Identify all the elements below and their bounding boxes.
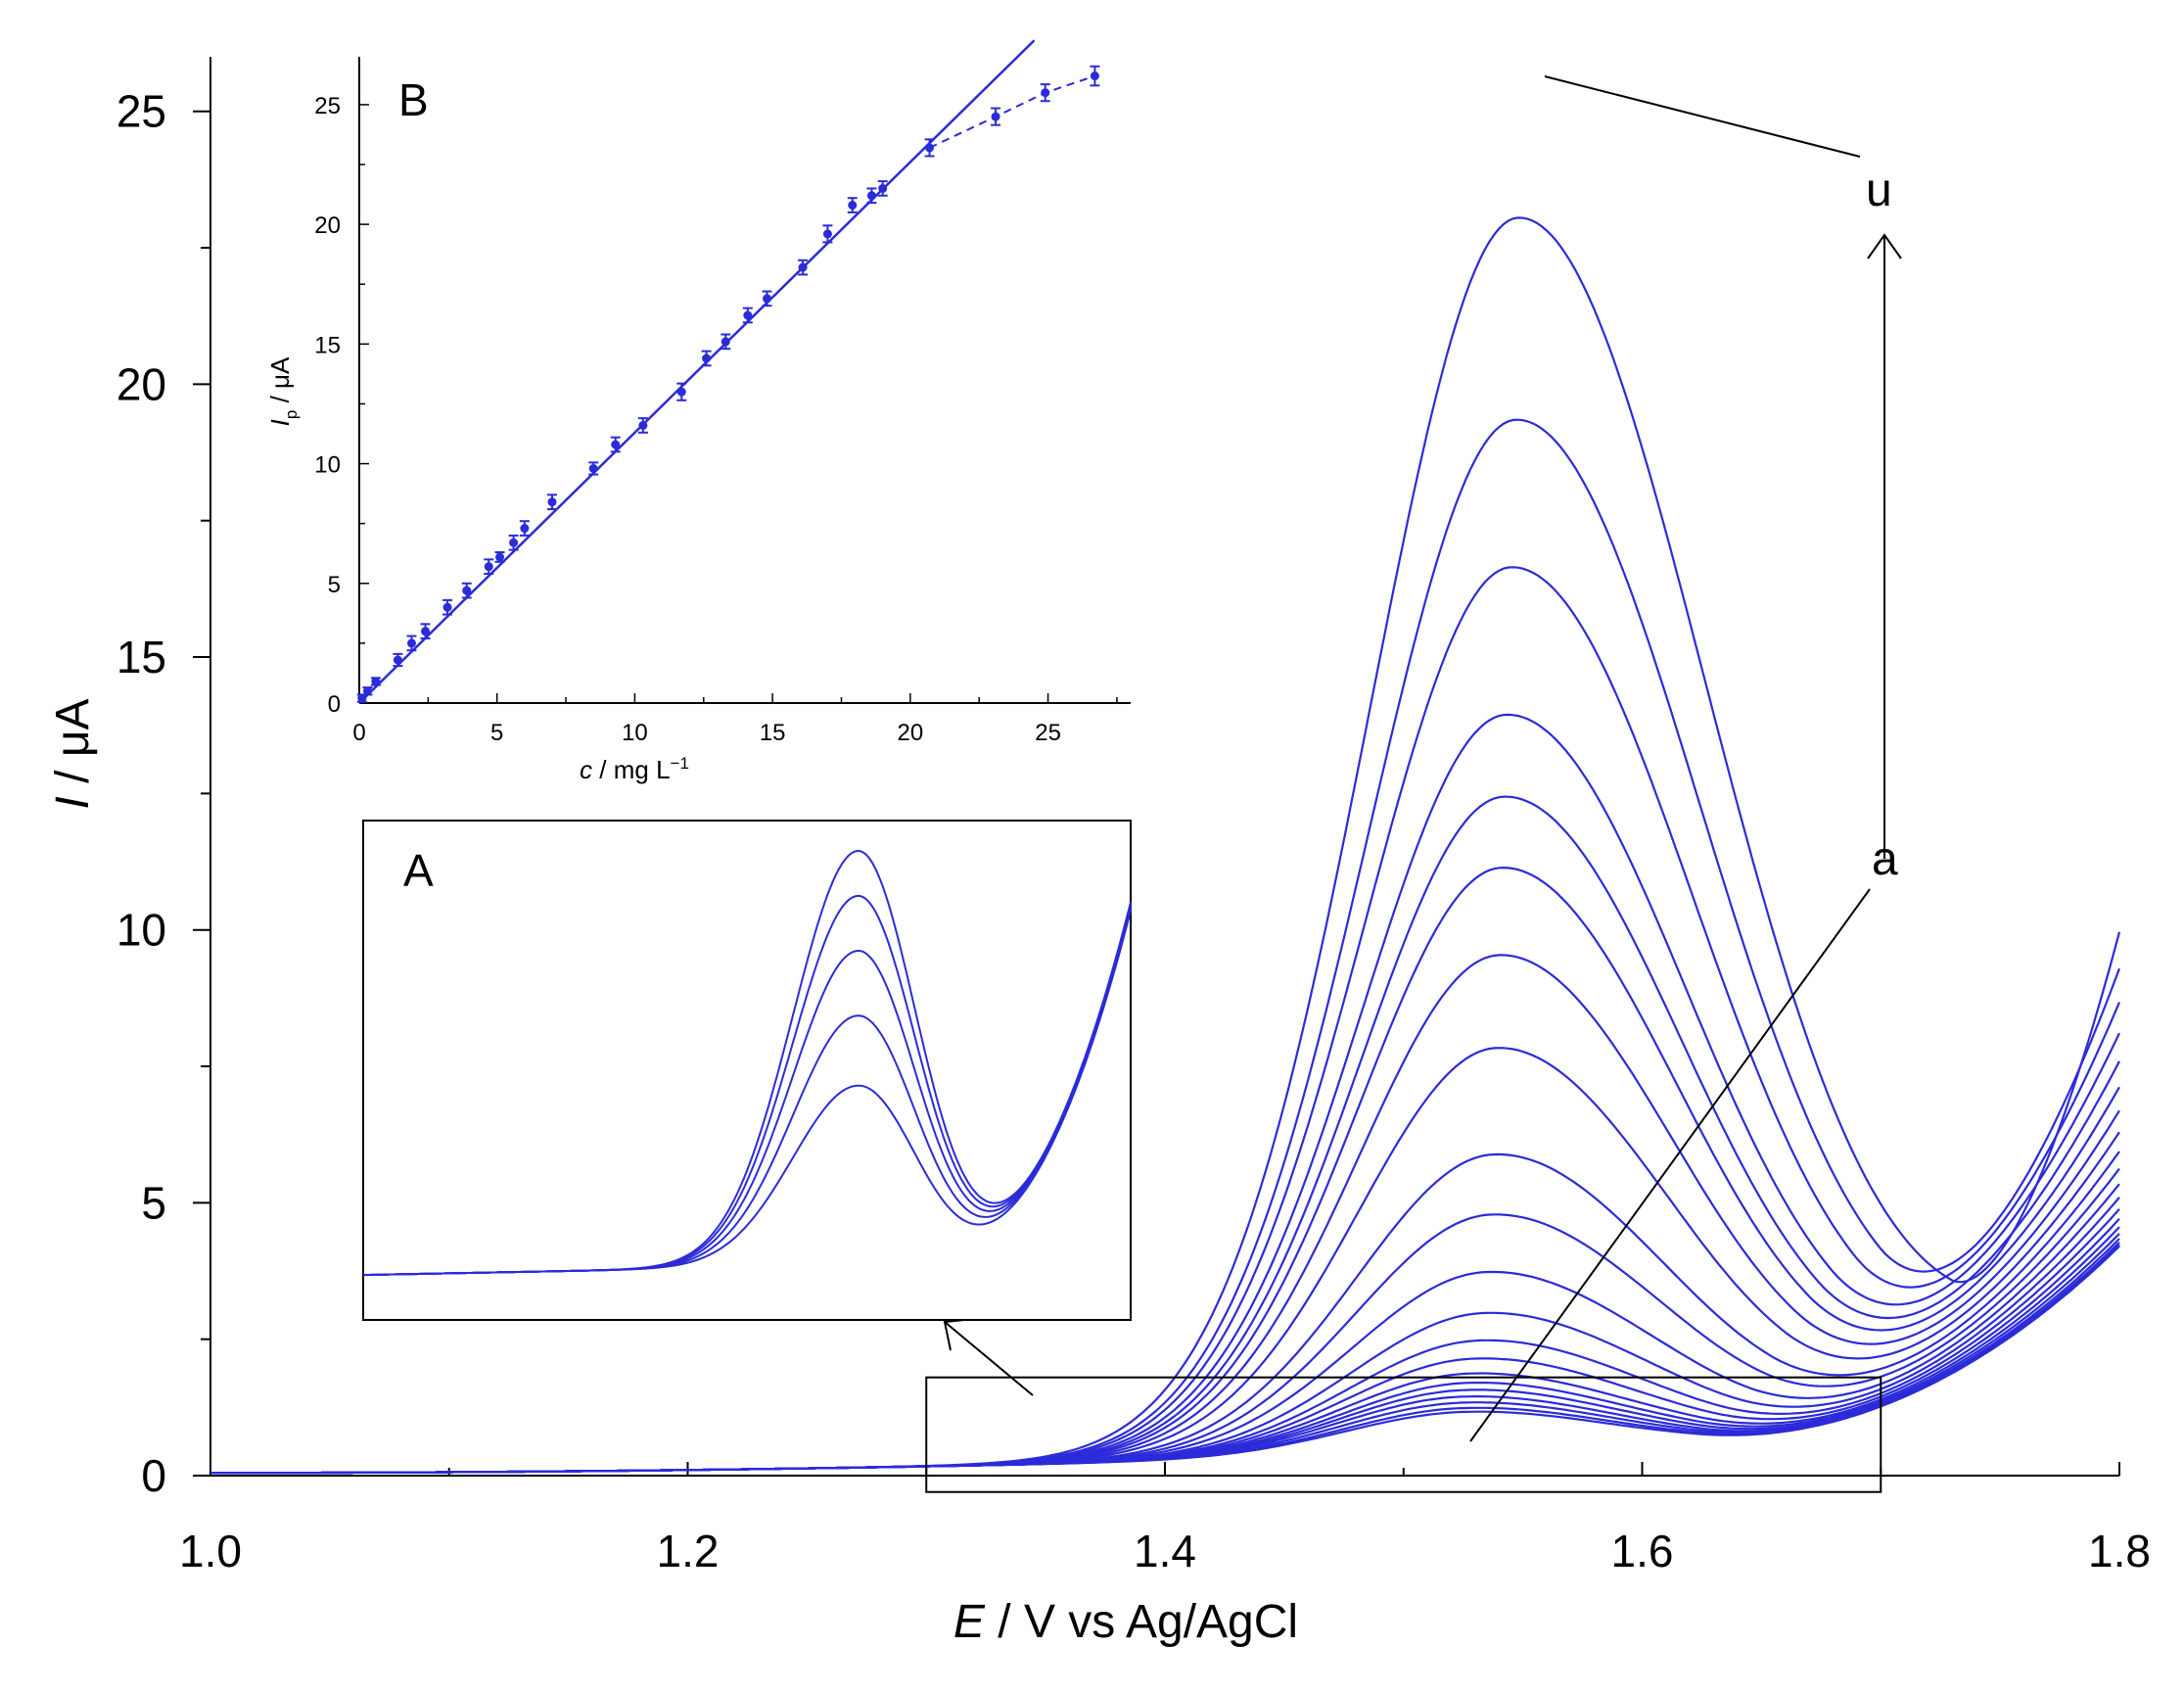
- main-chart: 1.0 1.2 1.4 1.6 1.8 0 5 10 15 20 25 E / V vs Ag/Ag…: [47, 57, 2151, 1648]
- inset-b-tick-labels: 0 5 10 15 20 25 0 5 10 15 20 25: [314, 93, 1061, 746]
- inset-b-data-point: [357, 693, 367, 703]
- inset-b-data-point: [866, 191, 876, 201]
- zoom-arrow-line: [944, 1321, 1034, 1396]
- inset-b-data-point: [371, 677, 381, 686]
- inset-b-data-point: [763, 294, 772, 304]
- inset-b-y-tick-label: 0: [328, 691, 341, 718]
- inset-b-y-axis-label: Ip / μA: [265, 356, 301, 426]
- inset-a-panel-label: A: [403, 845, 434, 896]
- inset-b-y-tick-label: 25: [314, 93, 341, 119]
- inset-b-saturation-line: [929, 74, 1095, 149]
- inset-a: A: [362, 820, 1132, 1321]
- inset-a-curve: [362, 849, 1132, 1277]
- inset-b-data-point: [462, 586, 472, 595]
- inset-b-x-tick-label: 20: [898, 720, 924, 746]
- inset-b: 0 5 10 15 20 25 0 5 10 15 20 25 B c / mg L−1 Ip / μ…: [265, 39, 1131, 784]
- inset-b-ticks: [358, 104, 1118, 704]
- inset-b-x-tick-label: 10: [622, 720, 648, 746]
- inset-b-data-point: [495, 552, 505, 562]
- inset-b-data-point: [588, 463, 598, 473]
- x-tick-label: 1.8: [2088, 1526, 2151, 1576]
- inset-b-points: [356, 65, 1100, 703]
- y-tick-label: 0: [141, 1450, 166, 1501]
- y-tick-label: 10: [116, 905, 166, 956]
- inset-b-y-tick-label: 10: [314, 452, 341, 479]
- curve-label-a: a: [1872, 833, 1898, 885]
- inset-b-data-point: [991, 112, 1000, 121]
- inset-b-data-point: [509, 538, 519, 547]
- y-tick-label: 20: [116, 358, 166, 409]
- inset-b-data-point: [393, 655, 402, 665]
- inset-b-data-point: [406, 638, 416, 648]
- inset-b-fit: [358, 39, 1095, 704]
- inset-b-data-point: [1041, 88, 1050, 98]
- inset-b-data-point: [720, 337, 730, 347]
- inset-b-y-tick-label: 20: [314, 212, 341, 239]
- inset-b-data-point: [676, 387, 686, 397]
- inset-b-data-point: [743, 310, 753, 320]
- inset-b-x-tick-label: 0: [352, 720, 365, 746]
- voltammogram-curve: [210, 216, 2121, 1475]
- inset-b-data-point: [1090, 71, 1099, 81]
- inset-b-data-point: [925, 143, 935, 153]
- main-tick-labels: 1.0 1.2 1.4 1.6 1.8 0 5 10 15 20 25: [116, 86, 2151, 1576]
- inset-b-x-tick-label: 15: [760, 720, 786, 746]
- y-tick-label: 15: [116, 632, 166, 682]
- inset-b-data-point: [421, 627, 431, 636]
- label-a-leader: [1469, 888, 1871, 1442]
- inset-b-panel-label: B: [398, 74, 429, 125]
- inset-b-y-tick-label: 5: [328, 572, 341, 598]
- inset-b-data-point: [878, 183, 888, 193]
- inset-a-curves: [362, 849, 1132, 1277]
- x-tick-label: 1.2: [657, 1526, 720, 1576]
- main-curves: [210, 216, 2121, 1475]
- x-tick-label: 1.4: [1134, 1526, 1196, 1576]
- y-axis-label: I / μA: [47, 698, 99, 809]
- inset-b-data-point: [520, 524, 530, 534]
- inset-b-data-point: [638, 420, 648, 430]
- curve-label-u: u: [1866, 165, 1892, 216]
- inset-b-data-point: [442, 602, 452, 612]
- inset-a-frame: [362, 820, 1132, 1321]
- x-tick-label: 1.0: [179, 1526, 242, 1576]
- x-axis-label: E / V vs Ag/AgCl: [953, 1596, 1298, 1648]
- inset-b-data-point: [798, 262, 808, 272]
- series-arrow-head: [1867, 233, 1902, 259]
- inset-b-x-tick-label: 5: [490, 720, 503, 746]
- inset-b-data-point: [362, 686, 372, 696]
- y-tick-label: 25: [116, 86, 166, 137]
- inset-b-x-tick-label: 25: [1035, 720, 1061, 746]
- inset-b-data-point: [547, 497, 557, 507]
- inset-b-data-point: [848, 201, 858, 211]
- y-tick-label: 5: [141, 1177, 166, 1228]
- inset-b-data-point: [822, 229, 832, 239]
- label-u-leader: [1544, 75, 1861, 158]
- inset-b-fit-line: [358, 39, 1036, 704]
- inset-b-x-axis-label: c / mg L−1: [580, 754, 689, 784]
- x-tick-label: 1.6: [1611, 1526, 1674, 1576]
- inset-b-data-point: [611, 440, 621, 449]
- inset-b-y-tick-label: 15: [314, 332, 341, 358]
- inset-b-data-point: [484, 562, 493, 572]
- inset-b-data-point: [702, 353, 712, 363]
- zoom-window-box: [925, 1376, 1882, 1493]
